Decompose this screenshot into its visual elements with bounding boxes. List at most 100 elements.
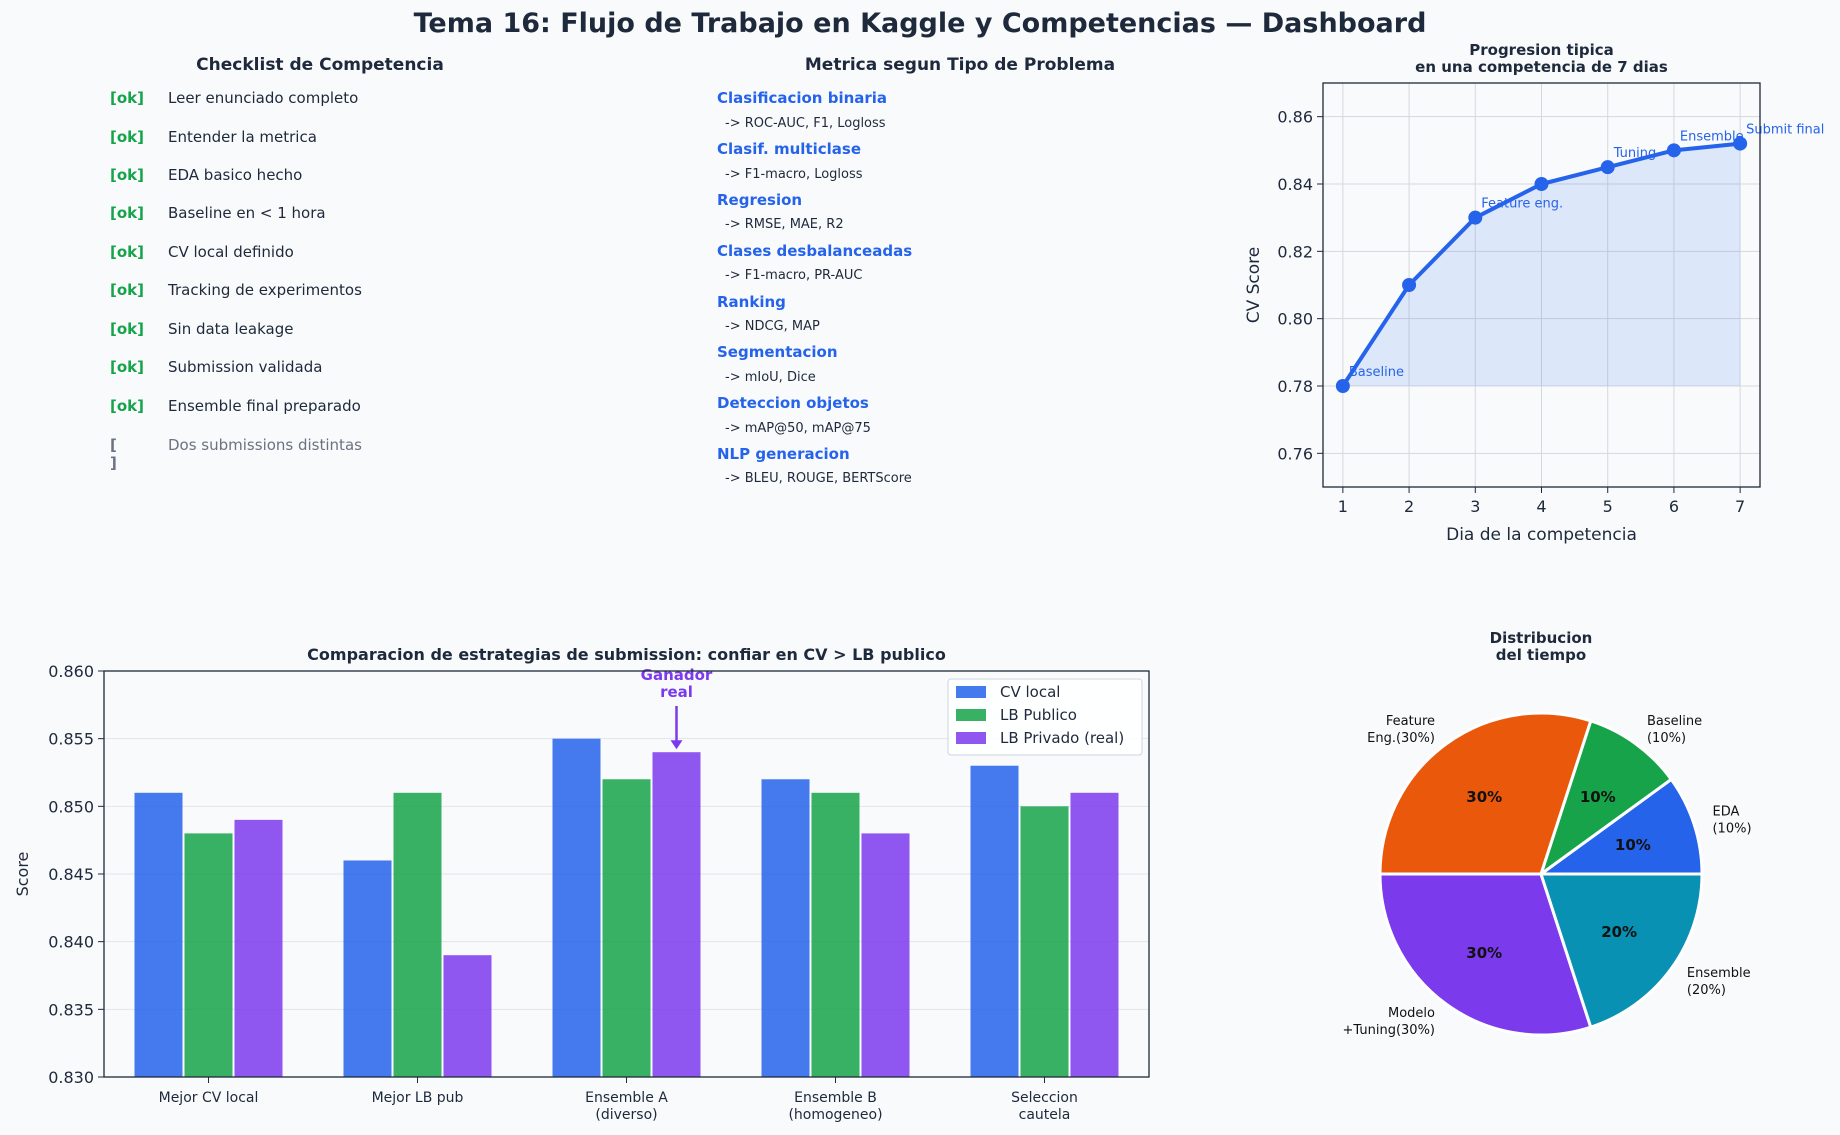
problem-type: Regresion bbox=[717, 191, 803, 209]
bar bbox=[761, 779, 810, 1077]
bar bbox=[134, 792, 183, 1077]
slice-label: +Tuning(30%) bbox=[1343, 1023, 1435, 1038]
data-point bbox=[1534, 177, 1549, 191]
bar bbox=[443, 955, 492, 1077]
slice-label: (10%) bbox=[1647, 731, 1686, 746]
y-axis-label: Score bbox=[13, 852, 32, 897]
y-tick-label: 0.850 bbox=[48, 797, 94, 816]
chart-title: Progresion tipica bbox=[1469, 41, 1614, 59]
checklist-item-label: Leer enunciado completo bbox=[168, 89, 359, 107]
y-tick-label: 0.80 bbox=[1277, 310, 1313, 329]
chart-title: del tiempo bbox=[1496, 646, 1586, 664]
pie-slice bbox=[1538, 718, 1674, 878]
data-point bbox=[1402, 278, 1417, 292]
x-tick-label: 3 bbox=[1470, 497, 1480, 516]
data-point bbox=[1666, 143, 1681, 158]
data-point bbox=[1335, 379, 1350, 393]
slice-label: Feature bbox=[1386, 714, 1435, 729]
slice-label: Eng.(30%) bbox=[1367, 731, 1435, 746]
chart-title: Comparacion de estrategias de submission… bbox=[307, 645, 946, 664]
y-tick-label: 0.76 bbox=[1277, 444, 1313, 463]
x-tick-label: 1 bbox=[1338, 497, 1348, 516]
bar bbox=[343, 860, 392, 1077]
check-status: [ok] bbox=[110, 89, 144, 107]
x-tick-label: 5 bbox=[1603, 497, 1613, 516]
checklist-item-label: Entender la metrica bbox=[168, 128, 317, 146]
slice-label: Baseline bbox=[1647, 714, 1702, 729]
check-status: [ok] bbox=[110, 243, 144, 261]
y-tick-label: 0.840 bbox=[48, 933, 94, 952]
problem-metrics: -> F1-macro, Logloss bbox=[725, 167, 863, 182]
x-axis-label: Dia de la competencia bbox=[1446, 525, 1637, 545]
checklist-item-label: Tracking de experimentos bbox=[168, 281, 362, 299]
bar bbox=[393, 792, 442, 1077]
slice-label: EDA bbox=[1712, 804, 1739, 819]
checklist-item-label: CV local definido bbox=[168, 243, 294, 261]
y-tick-label: 0.84 bbox=[1277, 175, 1313, 194]
problem-metrics: -> BLEU, ROUGE, BERTScore bbox=[725, 471, 912, 486]
progression-line-chart: Baseline Feature eng. Tuning Ensemble Submit… bbox=[1244, 41, 1824, 545]
x-tick-label: 6 bbox=[1669, 497, 1679, 516]
legend-swatch bbox=[956, 686, 986, 698]
y-axis-label: CV Score bbox=[1244, 247, 1264, 324]
bar bbox=[234, 819, 283, 1077]
annotation-arrowhead bbox=[670, 740, 683, 750]
y-tick-label: 0.855 bbox=[48, 730, 94, 749]
time-distribution-pie-chart: 10% EDA (10%) 10% Baseline (10%) 30% Feature Eng… bbox=[1343, 629, 1752, 1038]
annotation-label: real bbox=[660, 683, 693, 701]
bar bbox=[811, 792, 860, 1077]
problem-type: Ranking bbox=[717, 293, 786, 311]
chart-title: Distribucion bbox=[1490, 629, 1593, 647]
bar bbox=[552, 738, 601, 1077]
problem-metrics: -> mIoU, Dice bbox=[725, 370, 816, 385]
area-fill bbox=[1342, 143, 1741, 386]
chart-title: en una competencia de 7 dias bbox=[1415, 58, 1668, 76]
checklist-title: Checklist de Competencia bbox=[196, 55, 444, 75]
check-status: [ok] bbox=[110, 397, 144, 415]
x-tick-label: (diverso) bbox=[595, 1107, 657, 1123]
pie-slice bbox=[1378, 711, 1593, 876]
problem-metrics: -> mAP@50, mAP@75 bbox=[725, 421, 871, 436]
x-tick-label: 2 bbox=[1404, 497, 1414, 516]
slice-label: (10%) bbox=[1712, 821, 1751, 836]
bar bbox=[1070, 792, 1119, 1077]
slice-label: (20%) bbox=[1687, 983, 1726, 998]
annotation-label: Ganador bbox=[641, 666, 713, 684]
point-annotation: Ensemble bbox=[1680, 129, 1744, 144]
y-tick-label: 0.86 bbox=[1277, 108, 1313, 127]
check-status: [ ] bbox=[110, 436, 117, 472]
problem-type: Clasificacion binaria bbox=[717, 89, 888, 107]
data-point bbox=[1468, 210, 1483, 225]
problem-type: Segmentacion bbox=[717, 343, 838, 361]
checklist-item-label: Ensemble final preparado bbox=[168, 397, 361, 415]
problem-metrics: -> NDCG, MAP bbox=[725, 319, 820, 334]
check-status: [ok] bbox=[110, 128, 144, 146]
problem-type: Clasif. multiclase bbox=[717, 140, 861, 158]
pie-slice bbox=[1538, 872, 1704, 1030]
pie-slice bbox=[1378, 872, 1593, 1037]
x-tick-label: cautela bbox=[1019, 1107, 1071, 1123]
check-status: [ok] bbox=[110, 204, 144, 222]
x-tick-label: Seleccion bbox=[1011, 1090, 1078, 1106]
checklist-item-label: Baseline en < 1 hora bbox=[168, 204, 326, 222]
pie-slice bbox=[1536, 777, 1704, 876]
check-status: [ok] bbox=[110, 281, 144, 299]
slice-label: Modelo bbox=[1388, 1006, 1435, 1021]
point-annotation: Submit final bbox=[1746, 123, 1824, 138]
x-tick-label: Mejor LB pub bbox=[372, 1090, 464, 1106]
legend-box bbox=[947, 678, 1143, 756]
x-tick-label: Mejor CV local bbox=[159, 1090, 259, 1106]
bar bbox=[861, 833, 910, 1077]
legend-swatch bbox=[956, 732, 986, 744]
checklist-item-label: Sin data leakage bbox=[168, 320, 294, 338]
bar bbox=[602, 779, 651, 1077]
y-tick-label: 0.835 bbox=[48, 1000, 94, 1019]
y-tick-label: 0.845 bbox=[48, 865, 94, 884]
metrics-table-title: Metrica segun Tipo de Problema bbox=[804, 55, 1116, 75]
check-status: [ok] bbox=[110, 166, 144, 184]
y-tick-label: 0.860 bbox=[48, 662, 94, 681]
problem-type: NLP generacion bbox=[717, 445, 850, 463]
problem-type: Clases desbalanceadas bbox=[717, 242, 913, 260]
data-point bbox=[1600, 160, 1615, 175]
